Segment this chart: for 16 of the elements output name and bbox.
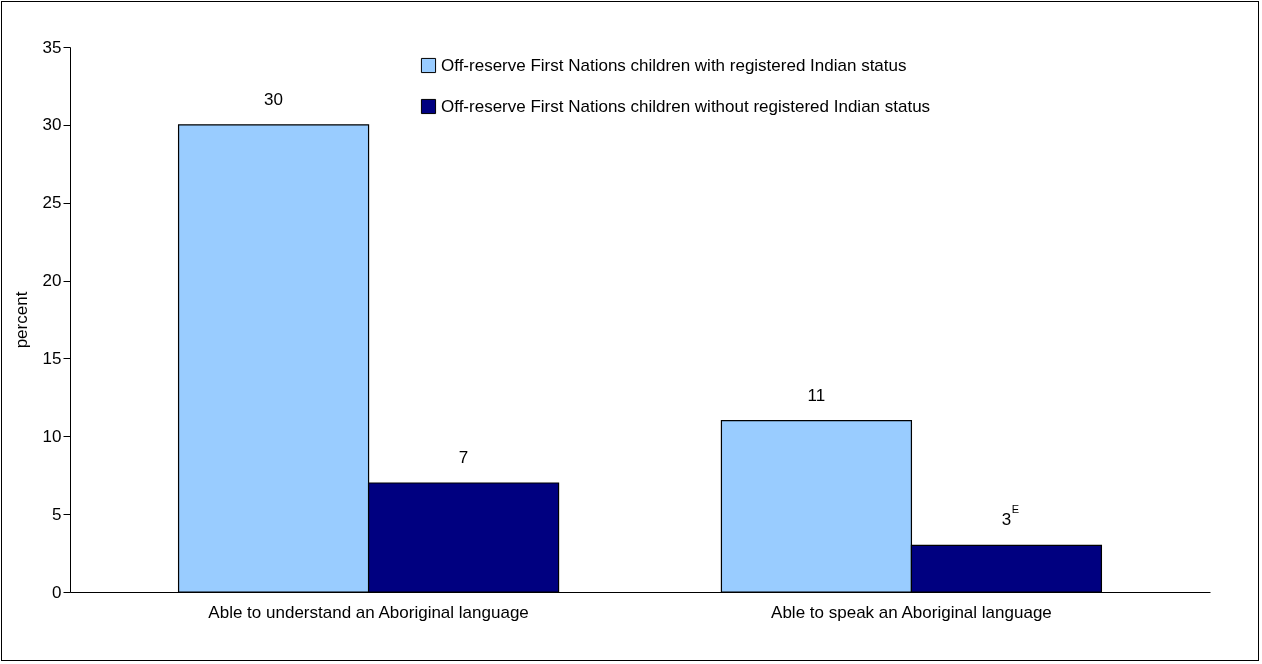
legend-label: Off-reserve First Nations children with registered Indian status — [441, 55, 907, 75]
y-tick-label: 15 — [42, 348, 62, 368]
y-tick-label: 35 — [42, 37, 62, 57]
data-label: 11 — [807, 385, 826, 405]
y-tick-label: 10 — [42, 426, 62, 446]
y-axis-title: percent — [11, 291, 31, 349]
data-label: 7 — [458, 448, 469, 467]
y-tick-label: 0 — [52, 582, 62, 602]
y-tick-label: 30 — [42, 115, 62, 135]
y-tick-label: 20 — [42, 271, 62, 291]
data-label: 30 — [264, 89, 284, 109]
x-tick-label: Able to understand an Aboriginal language — [208, 602, 529, 622]
legend-label: Off-reserve First Nations children without registered Indian status — [441, 96, 931, 116]
x-tick-label: Able to speak an Aboriginal language — [771, 602, 1052, 622]
y-tick-label: 25 — [42, 193, 62, 213]
y-tick-label: 5 — [52, 504, 62, 524]
